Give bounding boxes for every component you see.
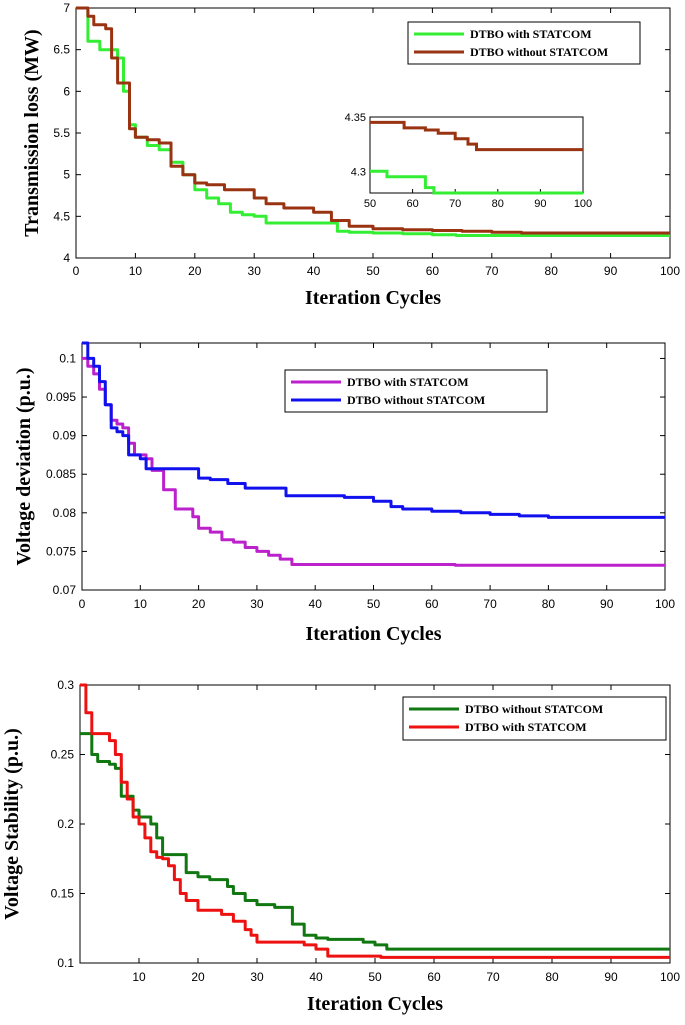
series-line-2 (80, 683, 670, 959)
y-tick-label: 0.1 (57, 956, 74, 970)
x-tick-label: 90 (604, 970, 618, 984)
series-line-1 (76, 6, 670, 237)
inset-x-tick-label: 100 (574, 198, 592, 210)
x-tick-label: 40 (309, 597, 323, 611)
inset-series-line-2 (370, 120, 583, 152)
x-tick-label: 100 (660, 970, 680, 984)
x-tick-label: 10 (129, 264, 143, 278)
x-tick-label: 30 (248, 264, 262, 278)
x-tick-label: 60 (426, 264, 440, 278)
legend: DTBO without STATCOM DTBO with STATCOM (402, 696, 667, 741)
y-tick-label: 5.5 (53, 126, 70, 140)
x-tick-label: 0 (79, 597, 86, 611)
y-tick-label: 0.1 (59, 351, 76, 365)
y-axis-title: Voltage Stability (p.u.) (1, 728, 23, 920)
x-tick-label: 100 (660, 264, 680, 278)
x-tick-label: 50 (368, 970, 382, 984)
inset-x-tick-label: 90 (534, 198, 546, 210)
inset-x-tick-label: 70 (449, 198, 461, 210)
y-tick-label: 0.15 (51, 887, 75, 901)
y-tick-label: 0.3 (57, 678, 74, 692)
y-tick-label: 0.08 (53, 506, 77, 520)
x-tick-label: 50 (366, 264, 380, 278)
x-tick-label: 100 (655, 597, 675, 611)
legend-label-2: DTBO without STATCOM (347, 393, 485, 407)
x-tick-label: 50 (367, 597, 381, 611)
x-tick-label: 20 (192, 597, 206, 611)
x-tick-label: 60 (427, 970, 441, 984)
inset-y-tick-label: 4.35 (345, 112, 366, 124)
inset-chart: 50 60 70 80 90 100 4.3 4.35 (345, 112, 593, 210)
x-tick-label: 70 (485, 264, 499, 278)
x-tick-label: 10 (134, 597, 148, 611)
legend: DTBO with STATCOM DTBO without STATCOM (407, 21, 641, 65)
legend: DTBO with STATCOM DTBO without STATCOM (284, 369, 548, 413)
chart-panel-3: 10 20 30 40 50 60 70 80 90 100 0.1 0.15 0.2 0.25 0.3 It… (1, 678, 680, 1015)
x-tick-label: 0 (73, 264, 80, 278)
chart-panel-1: 0 10 20 30 40 50 60 70 80 90 100 4 4.5 5 5.5 6 6.5 7 Itera… (21, 1, 680, 309)
y-tick-label: 4.5 (53, 209, 70, 223)
y-tick-label: 5 (63, 168, 70, 182)
legend-label-1: DTBO without STATCOM (465, 702, 603, 716)
inset-frame (369, 116, 584, 194)
legend-box (284, 369, 548, 413)
x-tick-label: 20 (191, 970, 205, 984)
inset-x-tick-label: 80 (492, 198, 504, 210)
x-axis-title: Iteration Cycles (305, 287, 441, 309)
legend-label-2: DTBO without STATCOM (470, 45, 608, 59)
series-line-2 (76, 6, 670, 235)
x-tick-label: 60 (425, 597, 439, 611)
y-axis-title: Voltage deviation (p.u.) (13, 367, 35, 565)
legend-label-2: DTBO with STATCOM (465, 720, 587, 734)
x-axis-title: Iteration Cycles (307, 993, 443, 1015)
legend-box (402, 696, 667, 741)
y-tick-label: 7 (63, 1, 70, 15)
y-tick-label: 4 (63, 251, 70, 265)
legend-box (407, 21, 641, 65)
inset-x-tick-label: 50 (364, 198, 376, 210)
x-tick-label: 90 (604, 264, 618, 278)
x-tick-label: 90 (600, 597, 614, 611)
x-tick-label: 80 (542, 597, 556, 611)
legend-label-1: DTBO with STATCOM (470, 27, 592, 41)
inset-series-line-1 (370, 169, 583, 195)
x-axis-title: Iteration Cycles (305, 623, 441, 645)
series-line-2 (82, 341, 665, 519)
x-tick-label: 70 (483, 597, 497, 611)
y-axis-title: Transmission loss (MW) (21, 29, 43, 236)
y-tick-label: 6.5 (53, 43, 70, 57)
y-tick-label: 0.07 (53, 583, 77, 597)
legend-label-1: DTBO with STATCOM (347, 375, 469, 389)
y-tick-label: 0.075 (46, 544, 76, 558)
x-tick-label: 40 (309, 970, 323, 984)
x-tick-label: 70 (486, 970, 500, 984)
x-tick-label: 20 (188, 264, 202, 278)
x-tick-label: 40 (307, 264, 321, 278)
x-tick-label: 10 (132, 970, 146, 984)
y-tick-label: 0.25 (51, 748, 75, 762)
y-tick-label: 0.085 (46, 467, 76, 481)
x-tick-label: 80 (545, 970, 559, 984)
inset-y-tick-label: 4.3 (351, 166, 366, 178)
x-tick-label: 80 (545, 264, 559, 278)
chart-panel-2: 0 10 20 30 40 50 60 70 80 90 100 0.07 0.075 0.08 0.085… (13, 341, 675, 645)
y-tick-label: 0.095 (46, 390, 76, 404)
series-line-1 (80, 732, 670, 951)
y-tick-label: 0.09 (53, 429, 77, 443)
inset-x-tick-label: 60 (406, 198, 418, 210)
y-tick-label: 0.2 (57, 817, 74, 831)
x-tick-label: 30 (250, 970, 264, 984)
x-tick-label: 30 (250, 597, 264, 611)
y-tick-label: 6 (63, 84, 70, 98)
